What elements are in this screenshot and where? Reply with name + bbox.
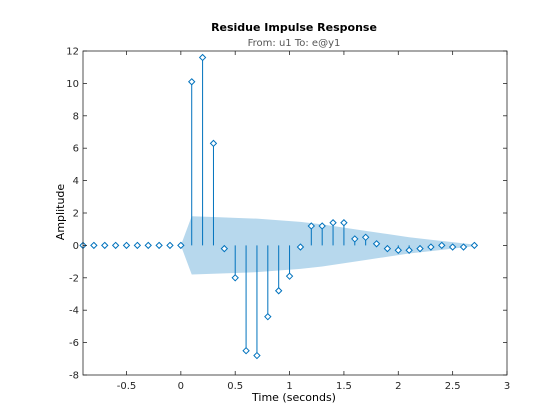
y-tick-label: 2 <box>73 209 79 220</box>
confidence-band-layer <box>180 216 475 275</box>
stem-marker <box>340 219 348 227</box>
stem-marker <box>416 244 424 253</box>
stem-marker <box>209 139 218 148</box>
stem-marker <box>296 243 305 251</box>
stem-marker <box>274 287 283 295</box>
stem-marker <box>318 222 326 230</box>
stem-marker <box>427 243 435 251</box>
stem-marker <box>285 272 294 280</box>
stem-marker <box>383 244 392 253</box>
x-tick-label: 3 <box>504 381 510 392</box>
stem-marker <box>372 240 381 248</box>
y-axis-ticks: -8 -6 -4 -2 0 2 4 6 8 10 12 <box>66 47 507 382</box>
marker-layer <box>79 53 479 360</box>
x-tick-label: -0.5 <box>117 381 137 392</box>
y-tick-label: -6 <box>69 338 79 349</box>
stem-marker <box>231 274 239 282</box>
stem-marker <box>111 241 120 250</box>
stem-marker <box>459 243 468 251</box>
y-tick-label: -8 <box>69 371 79 382</box>
x-tick-label: 0.5 <box>227 381 243 392</box>
stem-marker <box>394 246 402 254</box>
stem-marker <box>220 244 229 253</box>
stem-marker <box>155 241 163 250</box>
y-tick-label: 8 <box>73 111 79 122</box>
y-tick-label: -2 <box>69 273 79 284</box>
stem-marker <box>133 241 142 250</box>
stem-marker <box>242 346 250 355</box>
x-tick-label: 2.5 <box>445 381 461 392</box>
x-tick-label: 1.5 <box>336 381 352 392</box>
stem-marker <box>329 219 337 227</box>
x-tick-label: 1 <box>286 381 292 392</box>
y-tick-label: 4 <box>73 176 79 187</box>
chart-subtitle: From: u1 To: e@y1 <box>248 38 341 49</box>
stem-marker <box>307 222 316 230</box>
stem-marker <box>264 312 272 321</box>
stem-marker <box>166 241 174 250</box>
stem-marker <box>122 241 131 250</box>
y-tick-label: 0 <box>73 241 79 252</box>
stem-marker <box>198 53 207 62</box>
stem-marker <box>90 241 98 250</box>
stem-marker <box>438 241 446 250</box>
chart-title: Residue Impulse Response <box>211 21 377 34</box>
x-axis-ticks: -0.5 0 0.5 1 1.5 2 2.5 3 <box>117 51 510 392</box>
stem-marker <box>188 78 196 86</box>
stem-marker <box>101 241 109 250</box>
stem-marker <box>351 235 359 243</box>
stem-marker <box>448 243 457 251</box>
x-tick-label: 2 <box>395 381 401 392</box>
x-tick-label: 0 <box>178 381 184 392</box>
stem-marker <box>177 241 185 250</box>
y-tick-label: 6 <box>73 144 79 155</box>
y-tick-label: -4 <box>69 306 79 317</box>
stem-marker <box>253 351 261 360</box>
y-tick-label: 10 <box>66 79 79 90</box>
y-axis-label: Amplitude <box>54 184 67 241</box>
x-axis-label: Time (seconds) <box>251 391 336 404</box>
stem-marker <box>144 241 152 250</box>
stem-marker <box>405 246 413 254</box>
stem-marker <box>361 233 370 242</box>
stem-marker <box>470 241 479 250</box>
y-tick-label: 12 <box>66 47 79 58</box>
confidence-band <box>180 216 475 275</box>
